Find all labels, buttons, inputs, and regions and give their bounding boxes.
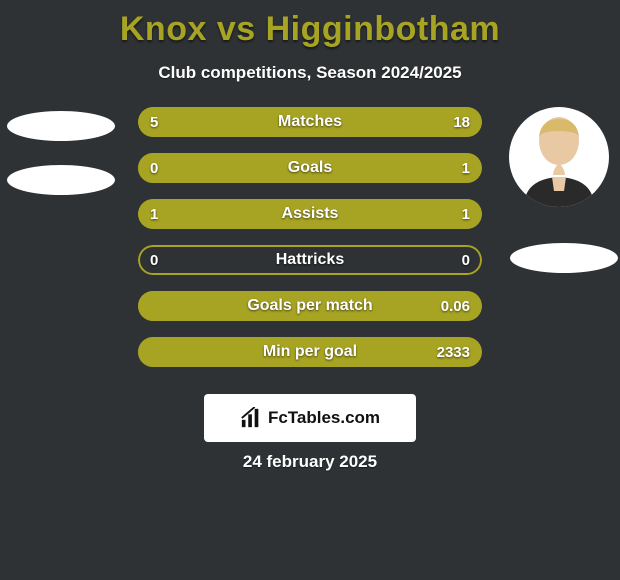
person-icon: [514, 107, 604, 207]
stat-row: 11Assists: [138, 199, 482, 229]
stat-label: Min per goal: [138, 337, 482, 367]
player-left-name-placeholder: [7, 165, 115, 195]
stat-row: 01Goals: [138, 153, 482, 183]
site-name: FcTables.com: [268, 408, 380, 428]
date: 24 february 2025: [0, 452, 620, 472]
player-right-zone: [504, 107, 614, 273]
stat-row: 0.06Goals per match: [138, 291, 482, 321]
stat-label: Assists: [138, 199, 482, 229]
stat-bars: 518Matches 01Goals 11Assists 00Hattricks 0.0…: [138, 107, 482, 383]
stat-label: Goals: [138, 153, 482, 183]
stat-row: 2333Min per goal: [138, 337, 482, 367]
player-right-name-placeholder: [510, 243, 618, 273]
player-left-zone: [6, 107, 116, 195]
subtitle: Club competitions, Season 2024/2025: [0, 63, 620, 83]
site-badge: FcTables.com: [204, 394, 416, 442]
comparison-infographic: Knox vs Higginbotham Club competitions, …: [0, 0, 620, 580]
chart-icon: [240, 407, 262, 429]
stat-label: Hattricks: [138, 245, 482, 275]
page-title: Knox vs Higginbotham: [0, 0, 620, 49]
stat-label: Goals per match: [138, 291, 482, 321]
player-right-avatar: [509, 107, 609, 207]
stat-row: 518Matches: [138, 107, 482, 137]
player-left-avatar-placeholder: [7, 111, 115, 141]
stat-row: 00Hattricks: [138, 245, 482, 275]
stat-label: Matches: [138, 107, 482, 137]
